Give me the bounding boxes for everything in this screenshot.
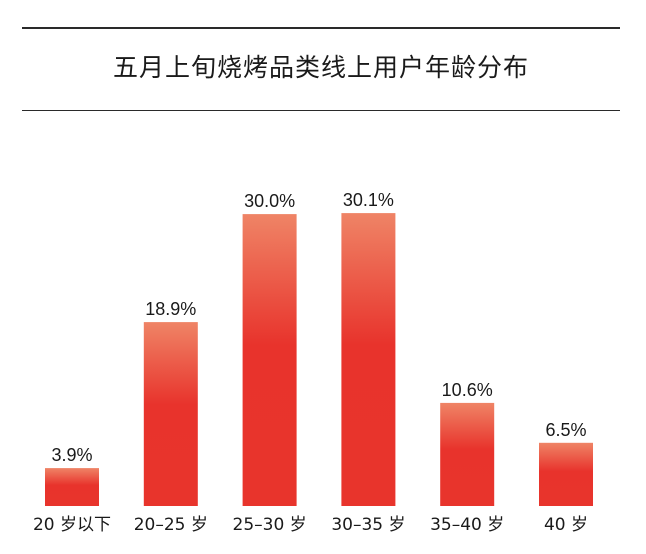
- x-tick-labels-group: 20 岁以下 20–25 岁 25–30 岁 30–35 岁 35–40 岁 40 岁: [33, 515, 588, 535]
- bar-5: [539, 442, 593, 506]
- x-tick-label-1: 20–25 岁: [134, 515, 208, 535]
- value-label-2: 30.0%: [244, 191, 295, 211]
- bars-group: [45, 213, 593, 506]
- x-tick-label-2: 25–30 岁: [233, 515, 307, 535]
- x-tick-label-3: 30–35 岁: [331, 515, 405, 535]
- bar-1: [143, 322, 198, 506]
- value-label-5: 6.5%: [545, 420, 586, 440]
- value-labels-group: 3.9% 18.9% 30.0% 30.1% 10.6% 6.5%: [51, 190, 586, 465]
- x-tick-label-4: 35–40 岁: [430, 515, 504, 535]
- chart-title: 五月上旬烧烤品类线上用户年龄分布: [112, 53, 529, 82]
- value-label-3: 30.1%: [343, 190, 394, 210]
- value-label-4: 10.6%: [442, 380, 493, 400]
- bar-3: [341, 213, 396, 506]
- bar-4: [440, 402, 495, 506]
- top-rule: [22, 27, 620, 29]
- value-label-1: 18.9%: [145, 299, 196, 319]
- title-underline-rule: [22, 110, 620, 111]
- bar-2: [242, 214, 297, 506]
- x-tick-label-5: 40 岁: [544, 515, 588, 535]
- value-label-0: 3.9%: [51, 445, 92, 465]
- bar-0: [45, 468, 99, 506]
- x-tick-label-0: 20 岁以下: [33, 515, 111, 535]
